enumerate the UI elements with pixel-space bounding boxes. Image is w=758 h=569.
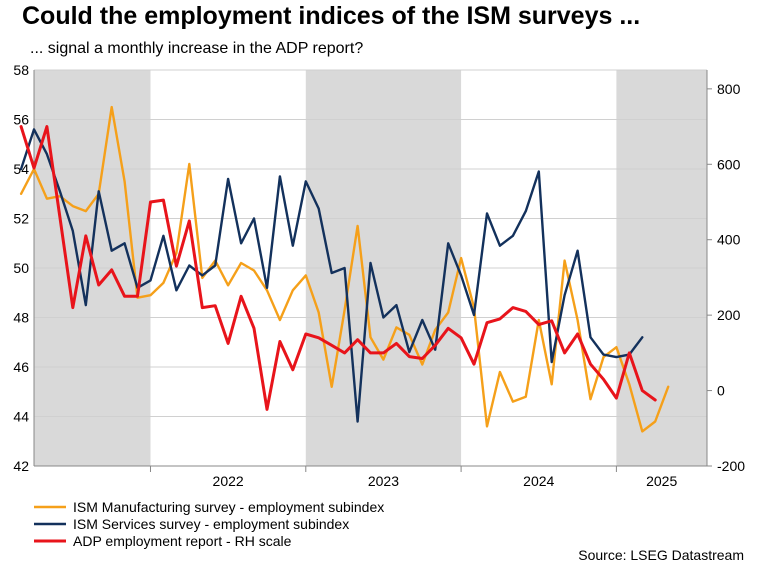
x-axis-tick-label: 2023 xyxy=(368,473,399,489)
chart-title: Could the employment indices of the ISM … xyxy=(22,2,641,30)
x-axis-tick-label: 2024 xyxy=(523,473,554,489)
series-lines xyxy=(19,105,670,433)
tick-labels: 42 44 46 48 50 52 54 56 58 -200 0 200 400 600 800 2022 2… xyxy=(13,62,745,489)
left-axis-tick-label: 50 xyxy=(13,260,29,276)
axes xyxy=(33,70,712,472)
legend-label: ISM Manufacturing survey - employment su… xyxy=(73,499,384,515)
left-axis-tick-label: 42 xyxy=(13,458,29,474)
grid-lines xyxy=(34,69,707,417)
series-line-3 xyxy=(19,125,657,411)
right-axis-tick-label: 600 xyxy=(717,156,741,172)
left-axis-tick-label: 56 xyxy=(13,112,29,128)
chart-subtitle: ... signal a monthly increase in the ADP… xyxy=(30,40,364,57)
series-line-1 xyxy=(19,105,670,433)
left-axis-tick-label: 48 xyxy=(13,310,29,326)
right-axis-tick-label: 0 xyxy=(717,383,725,399)
x-axis-tick-label: 2025 xyxy=(646,473,677,489)
left-axis-tick-label: 46 xyxy=(13,359,29,375)
left-axis-tick-label: 58 xyxy=(13,62,29,78)
legend-label: ISM Services survey - employment subinde… xyxy=(73,516,349,532)
legend-label: ADP employment report - RH scale xyxy=(73,533,292,549)
left-axis-tick-label: 44 xyxy=(13,409,29,425)
series-line-2 xyxy=(19,128,644,423)
left-axis-tick-label: 52 xyxy=(13,211,29,227)
legend: ISM Manufacturing survey - employment su… xyxy=(34,499,384,549)
x-axis-tick-label: 2022 xyxy=(213,473,244,489)
right-axis-tick-label: 800 xyxy=(717,81,741,97)
left-axis-tick-label: 54 xyxy=(13,161,29,177)
right-axis-tick-label: 400 xyxy=(717,232,741,248)
source-note: Source: LSEG Datastream xyxy=(578,547,744,563)
right-axis-tick-label: -200 xyxy=(717,458,745,474)
right-axis-tick-label: 200 xyxy=(717,307,741,323)
